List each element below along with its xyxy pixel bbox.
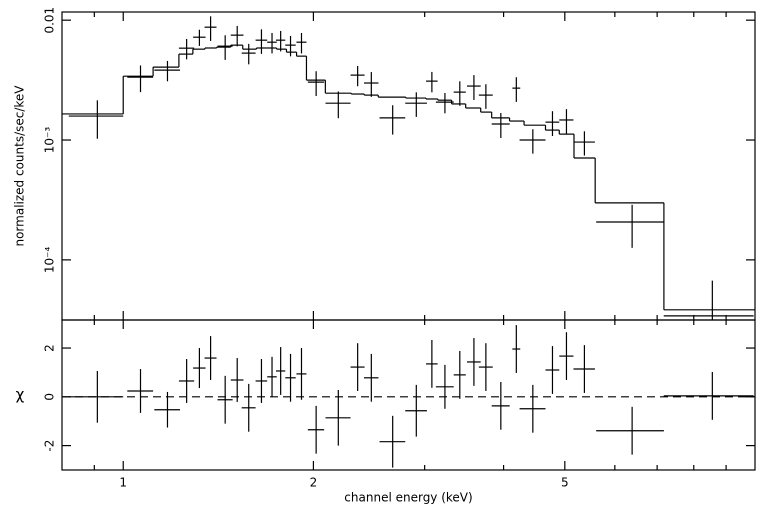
x-axis-label: channel energy (keV) (344, 491, 472, 505)
y-tick-label: 10⁻³ (43, 127, 57, 154)
y-axis-label: χ (16, 386, 25, 404)
y-tick-label: 0.01 (43, 7, 57, 34)
x-tick-label: 5 (561, 476, 569, 490)
bottom-panel-frame (61, 319, 756, 471)
x-tick-label: 2 (310, 476, 318, 490)
y-axis-label: normalized counts/sec/keV (13, 85, 27, 247)
y-tick-label: 10⁻⁴ (43, 246, 57, 273)
y-tick-label: 0 (43, 393, 57, 401)
plot-area (62, 325, 755, 468)
y-tick-label: -2 (43, 440, 57, 452)
plot-area (62, 16, 755, 320)
top-panel-frame (61, 11, 756, 321)
x-tick-label: 1 (119, 476, 127, 490)
y-tick-label: 2 (43, 344, 57, 352)
